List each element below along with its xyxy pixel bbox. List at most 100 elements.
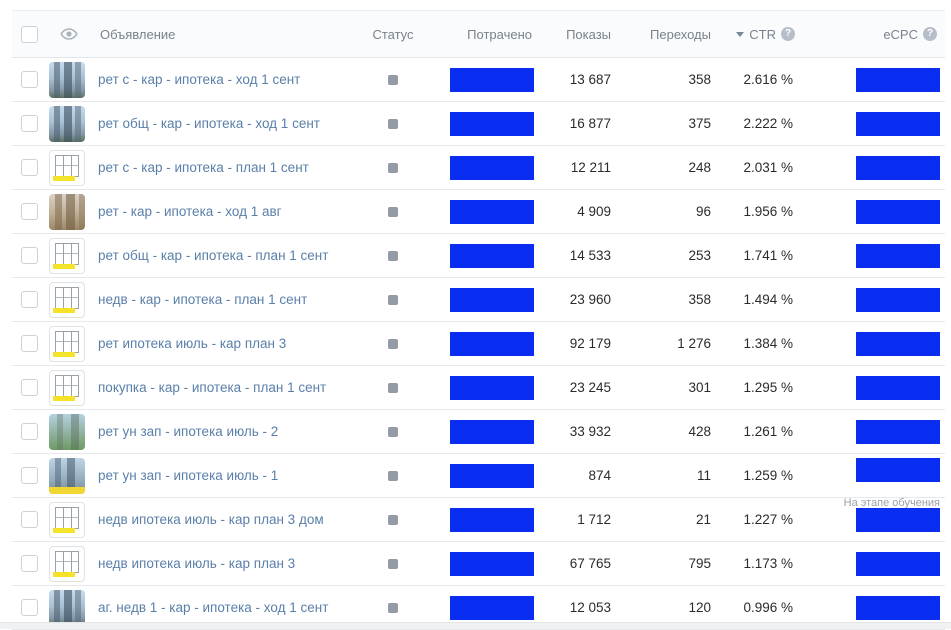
row-checkbox[interactable] (21, 467, 38, 484)
column-header-spent[interactable]: Потрачено (467, 26, 532, 42)
ecpc-help-icon[interactable]: ? (923, 27, 937, 41)
row-checkbox[interactable] (21, 247, 38, 264)
ecpc-value-redacted (856, 243, 940, 268)
status-stopped-icon[interactable] (388, 250, 398, 261)
horizontal-scrollbar-track[interactable] (0, 622, 951, 629)
ad-name-link[interactable]: рет ипотека июль - кар план 3 (98, 336, 287, 351)
ad-thumbnail[interactable] (49, 61, 85, 98)
row-checkbox-cell (12, 555, 40, 572)
spent-cell (423, 595, 538, 620)
status-stopped-icon[interactable] (388, 426, 398, 437)
row-checkbox[interactable] (21, 71, 38, 88)
spent-cell (423, 419, 538, 444)
ad-thumbnail[interactable] (49, 325, 85, 362)
spent-value-redacted (450, 595, 534, 620)
status-stopped-icon[interactable] (388, 338, 398, 349)
row-checkbox[interactable] (21, 115, 38, 132)
column-header-ctr[interactable]: CTR ? (713, 27, 795, 42)
ad-name-link[interactable]: рет общ - кар - ипотека - ход 1 сент (98, 116, 320, 131)
select-all-checkbox[interactable] (21, 25, 38, 43)
column-header-clicks[interactable]: Переходы (650, 26, 711, 42)
row-checkbox-cell (12, 423, 40, 440)
row-checkbox[interactable] (21, 203, 38, 220)
status-stopped-icon[interactable] (388, 118, 398, 129)
table-row: рет ун зап - ипотека июль - 1 874 11 1.2… (12, 454, 945, 509)
status-stopped-icon[interactable] (388, 74, 398, 85)
spent-value-redacted (450, 331, 534, 356)
ad-name-link[interactable]: недв ипотека июль - кар план 3 дом (98, 512, 324, 527)
status-cell (388, 382, 398, 393)
row-checkbox[interactable] (21, 379, 38, 396)
column-header-impressions[interactable]: Показы (566, 26, 611, 42)
ad-thumbnail[interactable] (49, 369, 85, 406)
row-checkbox[interactable] (21, 555, 38, 572)
ecpc-value-redacted (856, 199, 940, 224)
ad-name-link[interactable]: рет с - кар - ипотека - план 1 сент (98, 160, 309, 175)
ad-thumbnail[interactable] (49, 457, 85, 494)
ad-thumbnail[interactable] (49, 413, 85, 450)
spent-cell (423, 155, 538, 180)
ad-name-link[interactable]: рет ун зап - ипотека июль - 2 (98, 424, 279, 439)
row-checkbox[interactable] (21, 599, 38, 616)
status-stopped-icon[interactable] (388, 206, 398, 217)
clicks-value: 301 (688, 380, 711, 395)
ctr-header-label: CTR (749, 26, 776, 42)
column-header-ecpc[interactable]: eCPC ? (795, 27, 945, 42)
ad-thumbnail[interactable] (49, 545, 85, 582)
row-checkbox[interactable] (21, 423, 38, 440)
ad-name-link[interactable]: рет - кар - ипотека - ход 1 авг (98, 204, 282, 219)
status-stopped-icon[interactable] (388, 558, 398, 569)
status-stopped-icon[interactable] (388, 382, 398, 393)
impressions-value: 23 245 (569, 380, 611, 395)
status-cell (388, 118, 398, 129)
table-row: рет - кар - ипотека - ход 1 авг 4 909 96… (12, 190, 945, 234)
ctr-value: 1.741 % (743, 248, 793, 263)
ad-thumbnail[interactable] (49, 149, 85, 186)
ctr-help-icon[interactable]: ? (781, 27, 795, 41)
row-checkbox[interactable] (21, 511, 38, 528)
row-checkbox[interactable] (21, 159, 38, 176)
ecpc-value-redacted (856, 111, 940, 136)
spent-value-redacted (450, 463, 534, 488)
table-header-row: Объявление Статус Потрачено Показы Перех… (12, 10, 945, 58)
ecpc-cell (795, 507, 945, 532)
ad-name-link[interactable]: аг. недв 1 - кар - ипотека - ход 1 сент (98, 600, 329, 615)
impressions-value: 12 211 (570, 160, 611, 175)
ad-name-link[interactable]: рет общ - кар - ипотека - план 1 сент (98, 248, 329, 263)
clicks-value: 120 (688, 600, 711, 615)
ecpc-cell (795, 551, 945, 576)
row-checkbox-cell (12, 599, 40, 616)
clicks-value: 21 (695, 512, 711, 527)
status-stopped-icon[interactable] (388, 470, 398, 481)
status-cell (388, 250, 398, 261)
thumbnail-cell (40, 589, 98, 626)
ctr-value: 1.227 % (743, 512, 793, 527)
table-row: недв ипотека июль - кар план 3 67 765 79… (12, 542, 945, 586)
ad-thumbnail[interactable] (49, 105, 85, 142)
ecpc-cell (795, 595, 945, 620)
column-header-ad[interactable]: Объявление (100, 26, 176, 42)
ad-thumbnail[interactable] (49, 589, 85, 626)
ad-thumbnail[interactable] (49, 237, 85, 274)
ad-name-link[interactable]: рет с - кар - ипотека - ход 1 сент (98, 72, 301, 87)
status-stopped-icon[interactable] (388, 602, 398, 613)
impressions-value: 1 712 (577, 512, 611, 527)
ad-name-link[interactable]: покупка - кар - ипотека - план 1 сент (98, 380, 327, 395)
column-header-status[interactable]: Статус (372, 26, 414, 42)
row-checkbox[interactable] (21, 291, 38, 308)
ad-thumbnail[interactable] (49, 501, 85, 538)
ad-name-link[interactable]: недв - кар - ипотека - план 1 сент (98, 292, 308, 307)
ad-thumbnail[interactable] (49, 281, 85, 318)
ecpc-cell (795, 287, 945, 312)
clicks-value: 96 (695, 204, 711, 219)
eye-icon[interactable] (59, 24, 79, 44)
status-stopped-icon[interactable] (388, 294, 398, 305)
status-stopped-icon[interactable] (388, 162, 398, 173)
ad-name-link[interactable]: рет ун зап - ипотека июль - 1 (98, 468, 279, 483)
ad-thumbnail[interactable] (49, 193, 85, 230)
ad-name-link[interactable]: недв ипотека июль - кар план 3 (98, 556, 296, 571)
status-cell (388, 426, 398, 437)
row-checkbox[interactable] (21, 335, 38, 352)
status-stopped-icon[interactable] (388, 514, 398, 525)
ecpc-value-redacted (856, 507, 940, 532)
